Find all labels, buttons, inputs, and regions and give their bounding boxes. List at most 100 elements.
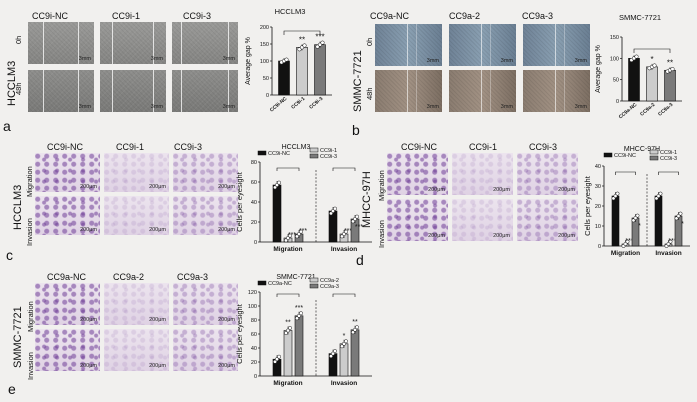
scale-bar-label: 200μm xyxy=(80,363,97,369)
data-point xyxy=(277,354,281,359)
c-row-label-invasion: Invasion xyxy=(25,218,34,246)
legend-swatch xyxy=(649,149,659,155)
scale-bar-label: 200μm xyxy=(149,227,166,233)
bar xyxy=(646,66,658,102)
chart-title: HCCLM3 xyxy=(275,7,306,16)
data-point xyxy=(634,54,639,59)
chart-title: SMMC-7721 xyxy=(619,13,661,22)
tiles-c-tile-r2-c3: 200μm xyxy=(173,196,238,235)
y-tick-label: 150 xyxy=(610,35,619,41)
bar xyxy=(350,329,360,377)
tiles-c-tile-r2-c1: 200μm xyxy=(35,196,100,235)
comparison-bracket xyxy=(615,171,636,175)
data-point xyxy=(625,239,630,244)
significance-label: *** xyxy=(625,238,633,245)
scale-bar-label: 200μm xyxy=(428,233,445,239)
y-tick-label: 150 xyxy=(260,42,269,48)
legend-swatch xyxy=(257,280,267,286)
data-point xyxy=(344,229,348,234)
scale-bar-label: 3mm xyxy=(150,56,163,62)
d-col-label-1: CC9i-NC xyxy=(401,142,437,152)
y-tick-label: 40 xyxy=(251,200,257,206)
scale-bar-label: 3mm xyxy=(426,104,439,110)
comparison-bracket xyxy=(332,293,356,297)
legend-swatch xyxy=(309,283,319,289)
a-row-label-0h: 0h xyxy=(14,35,23,44)
significance-label: *** xyxy=(299,228,307,235)
tiles-d-tile-r1-c1: 200μm xyxy=(387,153,448,195)
legend-label: CC9i-1 xyxy=(320,148,337,154)
y-tick-label: 30 xyxy=(595,184,601,190)
e-col-label-3: CC9a-3 xyxy=(177,272,209,282)
significance-label: ** xyxy=(299,35,305,44)
tiles-b-tile-r1-c1: 3mm xyxy=(375,24,442,66)
bar xyxy=(314,44,326,96)
data-point xyxy=(353,327,357,332)
data-point xyxy=(299,311,303,316)
x-tick-label: CC9a-NC xyxy=(618,102,639,121)
significance-label: * xyxy=(650,55,653,64)
data-point xyxy=(295,316,299,321)
y-tick-label: 120 xyxy=(248,290,257,296)
x-tick-label: Migration xyxy=(611,250,640,257)
scale-bar-label: 200μm xyxy=(218,363,235,369)
e-row-label-invasion: Invasion xyxy=(26,352,35,380)
y-axis-label: Average gap % xyxy=(245,37,252,85)
comparison-bracket xyxy=(658,171,679,175)
tiles-a-tile-r2-c3: 3mm xyxy=(172,70,238,112)
e-col-label-1: CC9a-NC xyxy=(47,272,87,282)
tiles-b-tile-r1-c2: 3mm xyxy=(449,24,516,66)
data-point xyxy=(351,330,355,335)
tiles-e-tile-r2-c1: 200μm xyxy=(35,329,100,371)
data-point xyxy=(333,206,337,211)
y-tick-label: 0 xyxy=(254,374,257,380)
scale-bar-label: 200μm xyxy=(218,317,235,323)
scale-bar-label: 3mm xyxy=(500,104,513,110)
b-col-label-2: CC9a-2 xyxy=(449,11,481,21)
bar xyxy=(283,330,293,377)
comparison-bracket xyxy=(276,167,300,171)
legend-swatch xyxy=(309,147,319,153)
tiles-e-tile-r1-c3: 200μm xyxy=(173,283,238,325)
significance-label: *** xyxy=(315,33,324,42)
y-tick-label: 80 xyxy=(251,318,257,324)
data-point xyxy=(297,313,301,318)
legend-label: CC9i-3 xyxy=(660,156,677,162)
tiles-a-tile-r2-c1: 3mm xyxy=(28,70,94,112)
tiles-d-tile-r1-c2: 200μm xyxy=(452,153,513,195)
chart-title: HCCLM3 xyxy=(282,144,311,151)
legend-label: CC9a-3 xyxy=(320,284,339,290)
y-tick-label: 200 xyxy=(260,25,269,31)
scale-bar-label: 3mm xyxy=(150,104,163,110)
significance-label: ** xyxy=(285,320,291,327)
x-tick-label: Migration xyxy=(273,380,302,387)
scale-bar-label: 3mm xyxy=(574,104,587,110)
scale-bar-label: 200μm xyxy=(558,233,575,239)
data-point xyxy=(670,67,675,72)
b-col-label-1: CC9a-NC xyxy=(370,11,410,21)
scale-bar-label: 200μm xyxy=(493,187,510,193)
scale-bar-label: 200μm xyxy=(149,317,166,323)
bar xyxy=(328,210,338,243)
panel-d-letter: d xyxy=(356,252,364,268)
y-tick-label: 0 xyxy=(598,244,601,250)
bar xyxy=(278,60,290,96)
x-tick-label: CC9a-3 xyxy=(657,102,674,118)
scale-bar-label: 200μm xyxy=(218,227,235,233)
a-col-label-3: CC9i-3 xyxy=(183,11,212,21)
data-point xyxy=(342,341,346,346)
data-point xyxy=(331,351,335,356)
x-tick-label: Invasion xyxy=(655,250,681,257)
legend-label: CC9i-NC xyxy=(614,153,636,159)
panel-e-letter: e xyxy=(8,381,16,397)
e-col-label-2: CC9a-2 xyxy=(113,272,145,282)
d-row-label-migration: Migration xyxy=(377,170,386,201)
comparison-bracket xyxy=(276,293,300,297)
data-point xyxy=(652,63,657,68)
y-tick-label: 100 xyxy=(248,304,257,310)
bar xyxy=(611,195,620,247)
tiles-c-tile-r2-c2: 200μm xyxy=(104,196,169,235)
scale-bar-label: 3mm xyxy=(574,58,587,64)
y-axis-label: Cells per eyesight xyxy=(235,303,244,364)
